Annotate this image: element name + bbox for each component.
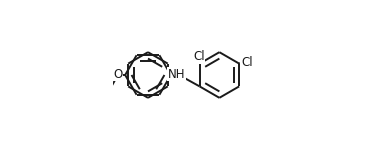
Text: Cl: Cl [241, 56, 252, 69]
Text: O: O [113, 68, 123, 81]
Text: Cl: Cl [193, 50, 205, 63]
Text: NH: NH [168, 68, 185, 81]
